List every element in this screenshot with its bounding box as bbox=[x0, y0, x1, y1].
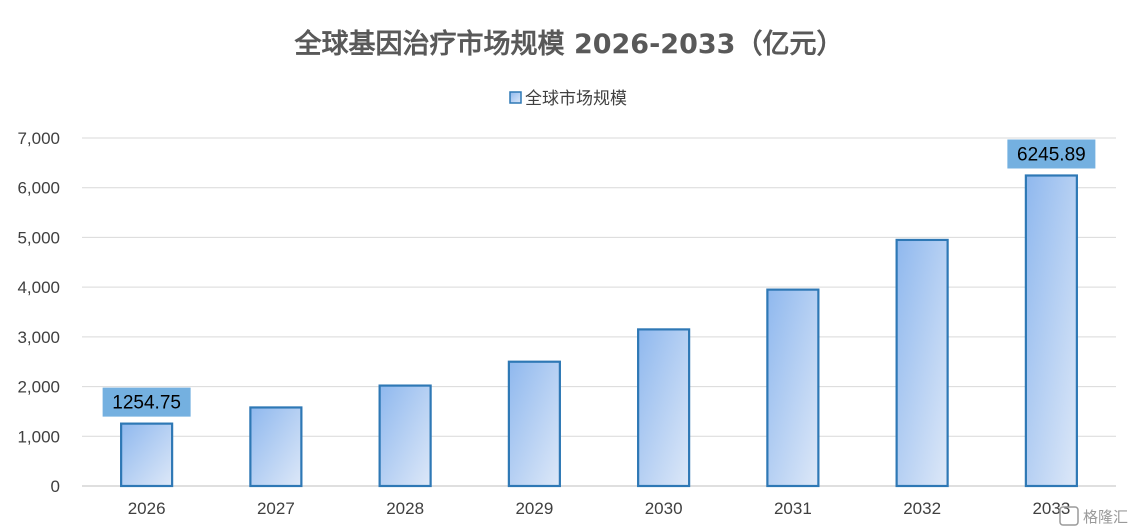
bar bbox=[249, 406, 303, 488]
watermark-text: 格隆汇 bbox=[1083, 508, 1128, 526]
gridlines bbox=[82, 137, 1116, 487]
data-label-box bbox=[1007, 139, 1096, 169]
x-tick-label: 2032 bbox=[903, 499, 941, 518]
y-tick-label: 7,000 bbox=[17, 129, 60, 148]
legend-swatch bbox=[509, 91, 522, 104]
x-tick-label: 2029 bbox=[515, 499, 553, 518]
watermark: 格隆汇 bbox=[1059, 506, 1128, 526]
y-tick-label: 4,000 bbox=[17, 278, 60, 297]
x-tick-label: 2027 bbox=[257, 499, 295, 518]
bar bbox=[120, 422, 174, 488]
y-tick-label: 0 bbox=[51, 477, 60, 496]
data-label: 1254.75 bbox=[112, 393, 181, 414]
y-tick-label: 3,000 bbox=[17, 328, 60, 347]
data-label: 6245.89 bbox=[1017, 144, 1086, 165]
y-axis-ticks: 0 1,000 2,000 3,000 4,000 5,000 6,000 7,000 bbox=[17, 129, 60, 496]
bars bbox=[120, 174, 1078, 488]
bar bbox=[895, 238, 949, 488]
legend: 全球市场规模 bbox=[509, 89, 627, 109]
x-tick-label: 2028 bbox=[386, 499, 424, 518]
bar bbox=[766, 288, 820, 488]
bar bbox=[507, 360, 561, 488]
bar bbox=[378, 384, 432, 488]
bar bbox=[1024, 174, 1078, 488]
bar bbox=[637, 328, 691, 488]
data-label-box bbox=[102, 387, 191, 417]
watermark-logo-icon bbox=[1059, 506, 1079, 526]
x-axis-ticks: 2026 2027 2028 2029 2030 2031 2032 2033 bbox=[128, 499, 1071, 518]
x-tick-label: 2030 bbox=[645, 499, 683, 518]
y-tick-label: 1,000 bbox=[17, 427, 60, 446]
data-labels: 1254.75 6245.89 bbox=[102, 139, 1096, 417]
x-tick-label: 2033 bbox=[1032, 499, 1070, 518]
legend-label: 全球市场规模 bbox=[525, 89, 627, 109]
chart-title: 全球基因治疗市场规模 2026-2033（亿元） bbox=[294, 28, 844, 60]
y-tick-label: 2,000 bbox=[17, 378, 60, 397]
x-tick-label: 2026 bbox=[128, 499, 166, 518]
y-tick-label: 5,000 bbox=[17, 228, 60, 247]
x-tick-label: 2031 bbox=[774, 499, 812, 518]
y-tick-label: 6,000 bbox=[17, 179, 60, 198]
